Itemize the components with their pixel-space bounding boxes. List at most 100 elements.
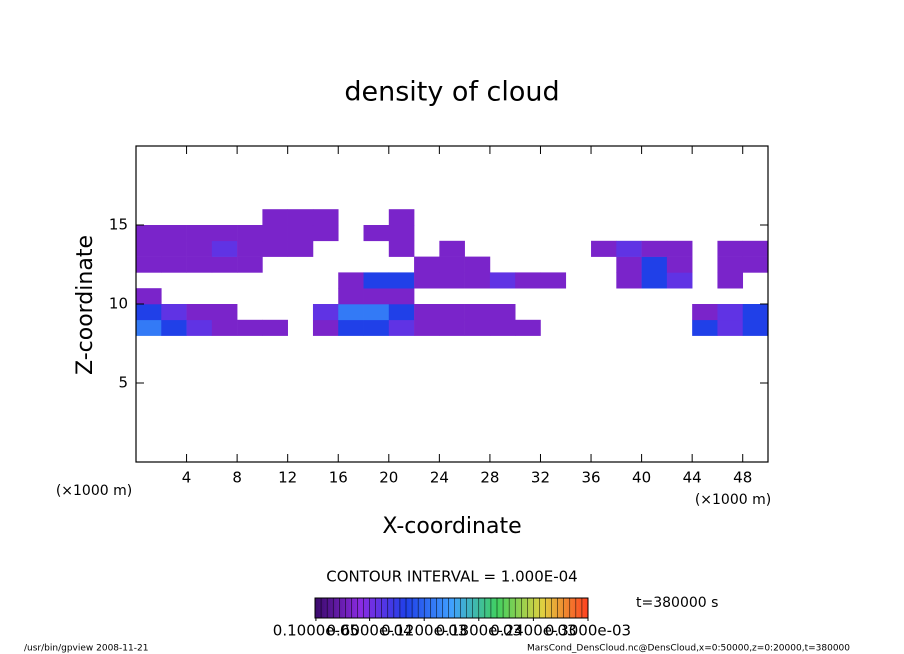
colorbar-tick-label: 0.6000e-04 (326, 622, 412, 640)
colorbar (314, 597, 589, 619)
x-tick-label: 44 (683, 469, 702, 487)
density-cell (717, 272, 744, 289)
colorbar-tick-label: 0.2400e-03 (490, 622, 576, 640)
colorbar-tick-label: 0.1000e-05 (273, 622, 359, 640)
density-cell (363, 272, 390, 289)
footer-right: MarsCond_DensCloud.nc@DensCloud,x=0:5000… (527, 644, 850, 654)
density-cell (211, 256, 238, 273)
density-cell (211, 304, 238, 321)
density-cell (641, 272, 668, 289)
density-cell (161, 225, 187, 242)
colorbar-tick-label: 0.3000e-03 (545, 622, 631, 640)
density-cell (136, 256, 162, 273)
y-tick-label: 10 (109, 295, 128, 313)
density-cell (186, 225, 213, 242)
x-tick-label: 4 (182, 469, 192, 487)
density-cell (414, 256, 440, 273)
density-cell (717, 319, 744, 336)
density-cell (666, 272, 693, 289)
density-cell (161, 240, 187, 257)
density-cell (540, 272, 567, 289)
density-cell (464, 319, 491, 336)
density-cell (186, 319, 213, 336)
density-cell (414, 319, 440, 336)
density-cell (161, 256, 187, 273)
y-tick-label: 5 (118, 374, 128, 392)
density-cell (136, 225, 162, 242)
density-cell (262, 319, 288, 336)
density-cell (363, 319, 390, 336)
density-cell (515, 319, 541, 336)
x-tick-label: 20 (379, 469, 398, 487)
density-cell (742, 304, 769, 321)
density-cell (186, 240, 213, 257)
density-cell (312, 304, 339, 321)
density-cell (641, 240, 668, 257)
density-cell (363, 304, 390, 321)
density-cell (388, 209, 415, 226)
density-cell (363, 225, 390, 242)
density-cell (717, 240, 744, 257)
density-cell (237, 240, 263, 257)
density-cell (388, 272, 415, 289)
density-cell (136, 319, 162, 336)
y-axis-label: Z-coordinate (73, 235, 98, 375)
x-tick-label: 28 (480, 469, 499, 487)
density-cell (717, 304, 744, 321)
density-cell (136, 240, 162, 257)
x-tick-label: 8 (232, 469, 242, 487)
x-tick-label: 12 (278, 469, 297, 487)
density-cell (237, 319, 263, 336)
density-cell (439, 272, 465, 289)
density-cell (388, 225, 415, 242)
density-cell (616, 240, 642, 257)
density-cell (464, 272, 491, 289)
density-cell (338, 288, 364, 305)
chart-title: density of cloud (344, 77, 559, 108)
density-cell (136, 288, 162, 305)
density-cell (641, 256, 668, 273)
density-cell (312, 225, 339, 242)
density-cell (237, 256, 263, 273)
y-tick-label: 15 (109, 216, 128, 234)
density-cell (439, 304, 465, 321)
density-cell (414, 304, 440, 321)
density-cell (211, 225, 238, 242)
density-cell (388, 240, 415, 257)
x-axis-label: X-coordinate (382, 514, 521, 539)
density-cell (591, 240, 617, 257)
density-cell (742, 240, 769, 257)
density-cell (692, 319, 718, 336)
density-cell (338, 304, 364, 321)
x-tick-label: 24 (430, 469, 449, 487)
density-cell (464, 256, 491, 273)
colorbar-tick-label: 0.1800e-03 (436, 622, 522, 640)
density-cell (742, 256, 769, 273)
density-cell (439, 319, 465, 336)
density-cell (464, 304, 491, 321)
contour-interval: CONTOUR INTERVAL = 1.000E-04 (326, 568, 577, 586)
density-cell (666, 256, 693, 273)
density-cell (287, 225, 314, 242)
colorbar-tick-label: 0.1200e-03 (381, 622, 467, 640)
density-cell (489, 304, 516, 321)
density-cell (717, 256, 744, 273)
x-tick-label: 36 (581, 469, 600, 487)
density-cell (262, 209, 288, 226)
density-cell (666, 240, 693, 257)
time-label: t=380000 s (636, 595, 718, 611)
density-cell (489, 272, 516, 289)
density-cell (489, 319, 516, 336)
x-tick-label: 40 (632, 469, 651, 487)
density-cell (692, 304, 718, 321)
x-unit-label: (×1000 m) (56, 483, 132, 499)
density-cell (414, 272, 440, 289)
density-cell (186, 304, 213, 321)
x-tick-label: 32 (531, 469, 550, 487)
density-cell (186, 256, 213, 273)
x-tick-label: 16 (329, 469, 348, 487)
footer-left: /usr/bin/gpview 2008-11-21 (24, 644, 148, 654)
density-cell (136, 304, 162, 321)
density-cell (211, 319, 238, 336)
density-cell (338, 272, 364, 289)
